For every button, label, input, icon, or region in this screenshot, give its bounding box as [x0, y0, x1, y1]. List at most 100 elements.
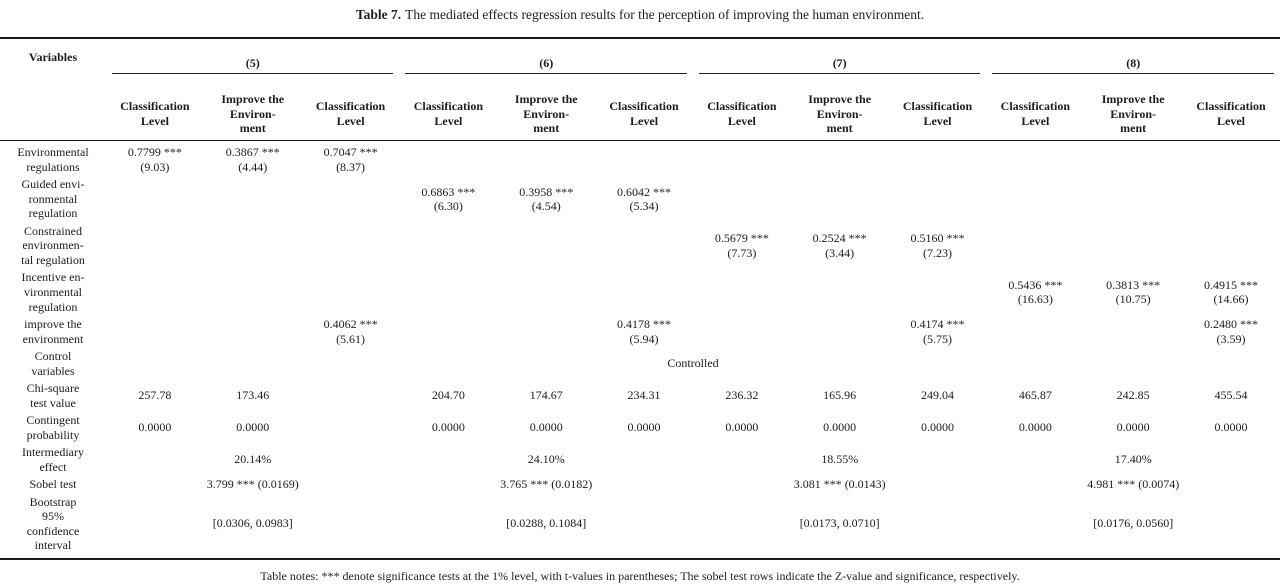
- value-cell-group-span: 3.799 *** (0.0169): [206, 477, 299, 492]
- table-row: Control variables Controlled: [0, 348, 1280, 380]
- value-cell: [791, 176, 889, 223]
- value-cell: 0.0000: [431, 420, 465, 435]
- value-cell: 173.46: [236, 388, 270, 403]
- value-cell: [1084, 316, 1182, 348]
- model-group-6-label: (6): [405, 56, 687, 74]
- model-group-7: (7): [693, 38, 986, 88]
- value-cell: [1084, 176, 1182, 223]
- table-row: Incentive en- vironmental regulation 0.54…: [0, 269, 1280, 316]
- value-cell: 0.0000: [1214, 420, 1248, 435]
- value-cell: 0.3867 *** (4.44): [225, 145, 280, 174]
- value-cell: [302, 269, 400, 316]
- model-group-5-label: (5): [112, 56, 394, 74]
- value-cell: 0.4915 *** (14.66): [1204, 277, 1259, 307]
- column-header: Improve the Environ- ment: [497, 88, 596, 142]
- value-cell: [302, 412, 400, 444]
- value-cell: [204, 269, 302, 316]
- value-cell: [889, 176, 987, 223]
- value-cell: [693, 176, 791, 223]
- row-label: improve the environment: [22, 317, 84, 346]
- value-cell: 0.0000: [823, 420, 857, 435]
- table-row: Constrained environmen- tal regulation 0.…: [0, 222, 1280, 269]
- row-label: Control variables: [31, 349, 75, 378]
- row-label: Guided envi- ronmental regulation: [21, 177, 85, 221]
- row-label: Incentive en- vironmental regulation: [21, 270, 85, 314]
- table-row: Sobel test 3.799 *** (0.0169) 3.765 *** (0…: [0, 476, 1280, 494]
- column-header: Classification Level: [692, 88, 791, 142]
- row-label: Environmental regulations: [17, 145, 89, 174]
- row-label: Constrained environmen- tal regulation: [21, 223, 85, 267]
- value-cell-group-span: [0.0173, 0.0710]: [799, 516, 880, 531]
- value-cell: 234.31: [627, 388, 661, 403]
- value-cell: [986, 222, 1084, 269]
- value-cell: [693, 141, 791, 176]
- value-cell: [986, 316, 1084, 348]
- value-cell: 165.96: [823, 388, 857, 403]
- model-group-8: (8): [986, 38, 1280, 88]
- value-cell: [791, 316, 889, 348]
- value-cell: 249.04: [921, 388, 954, 403]
- value-cell: 0.0000: [921, 420, 954, 435]
- value-cell: 0.3958 *** (4.54): [519, 184, 574, 214]
- table-row: Environmental regulations 0.7799 *** (9.0…: [0, 141, 1280, 176]
- value-cell: 0.2524 *** (3.44): [812, 231, 867, 260]
- value-cell: 0.0000: [725, 420, 759, 435]
- column-header: Classification Level: [399, 88, 498, 142]
- value-cell: [399, 222, 497, 269]
- value-cell: 0.0000: [1018, 420, 1052, 435]
- table-row: Bootstrap 95% confidence interval [0.0306…: [0, 493, 1280, 559]
- table-notes: Table notes: *** denote significance tes…: [260, 568, 1020, 583]
- value-cell: 242.85: [1116, 388, 1150, 403]
- table-row: Guided envi- ronmental regulation 0.6863 …: [0, 176, 1280, 223]
- column-header: Classification Level: [986, 88, 1085, 142]
- model-group-5: (5): [106, 38, 399, 88]
- value-cell: [106, 222, 204, 269]
- value-cell: [889, 269, 987, 316]
- table-row: Chi-square test value 257.78 173.46 204.70 1…: [0, 380, 1280, 412]
- value-cell: 0.0000: [138, 420, 172, 435]
- value-cell: 257.78: [138, 388, 172, 403]
- value-cell: [1182, 222, 1280, 269]
- value-cell: [497, 141, 595, 176]
- value-cell-group-span: [0.0306, 0.0983]: [212, 516, 293, 531]
- table-caption: Table 7. The mediated effects regression …: [0, 7, 1280, 23]
- value-cell: [106, 176, 204, 223]
- value-cell: [399, 141, 497, 176]
- value-cell: 0.4174 *** (5.75): [910, 317, 965, 346]
- value-cell: 0.7047 *** (8.37): [323, 145, 378, 174]
- value-cell: [302, 380, 400, 412]
- column-header: Classification Level: [301, 88, 400, 142]
- column-header: Improve the Environ- ment: [203, 88, 302, 142]
- table-row: improve the environment 0.4062 *** (5.61)…: [0, 316, 1280, 348]
- column-header: Classification Level: [595, 88, 693, 142]
- value-cell: [595, 141, 693, 176]
- value-cell: 0.6863 *** (6.30): [421, 184, 476, 214]
- value-cell: [399, 269, 497, 316]
- value-cell: [791, 141, 889, 176]
- value-cell: [106, 269, 204, 316]
- value-cell-group-span: 18.55%: [821, 452, 859, 467]
- value-cell: 0.0000: [236, 420, 270, 435]
- value-cell: 0.5160 *** (7.23): [910, 231, 965, 260]
- value-cell-group-span: 17.40%: [1114, 452, 1152, 467]
- value-cell: 465.87: [1018, 388, 1052, 403]
- value-cell: 0.5436 *** (16.63): [1008, 277, 1063, 307]
- model-group-6: (6): [399, 38, 692, 88]
- variables-column-header: Variables: [0, 38, 107, 142]
- value-cell: 0.0000: [529, 420, 563, 435]
- value-cell: [595, 269, 693, 316]
- table-caption-label: Table 7.: [355, 7, 402, 22]
- value-cell: [497, 222, 595, 269]
- value-cell: 0.4062 *** (5.61): [323, 317, 378, 346]
- value-cell: 0.7799 *** (9.03): [127, 145, 182, 174]
- table-caption-text: The mediated effects regression results …: [405, 7, 925, 22]
- value-cell: 0.4178 *** (5.94): [617, 317, 672, 346]
- row-label: Bootstrap 95% confidence interval: [26, 494, 80, 553]
- value-cell: 0.3813 *** (10.75): [1106, 277, 1161, 307]
- value-cell: [986, 141, 1084, 176]
- value-cell: 0.0000: [627, 420, 661, 435]
- value-cell: [204, 176, 302, 223]
- value-cell: [595, 222, 693, 269]
- table-body: Environmental regulations 0.7799 *** (9.0…: [0, 141, 1280, 559]
- model-group-7-label: (7): [698, 56, 981, 74]
